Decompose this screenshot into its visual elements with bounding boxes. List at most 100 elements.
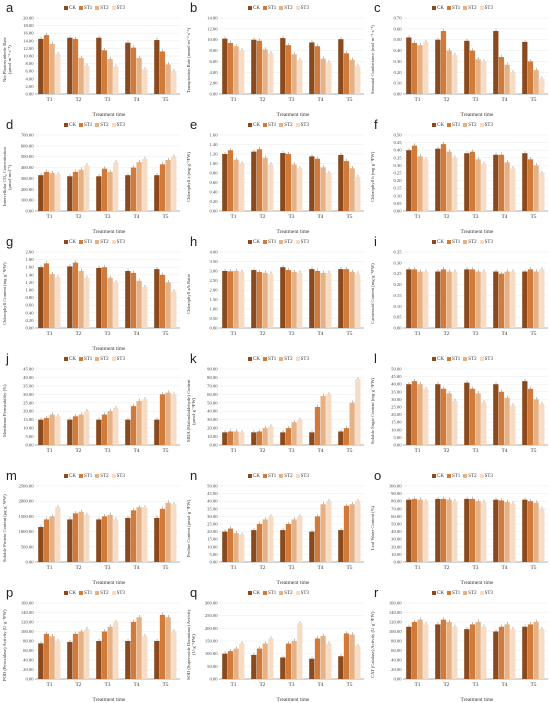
legend-label: ST3 [116,474,125,480]
y-tick-label: 0.00 [25,209,34,214]
y-tick-label: 45.00 [207,491,218,496]
chart-svg: 0.00 0.05 0.10 0.15 0.20 0.25 0.30 0.35 T1 T2 T3 T4… [393,250,548,337]
y-tick-label: 140.00 [389,610,402,615]
x-tick-label: T5 [531,331,537,337]
x-tick-label: T1 [231,214,237,220]
legend-item: ST3 [295,357,309,362]
x-axis-label: Treatment time [460,229,494,235]
x-tick-label: T4 [502,214,508,220]
x-tick-label: T1 [47,448,53,454]
bar [533,271,539,328]
legend-swatch-icon [279,474,284,478]
legend-item: ST3 [479,357,493,362]
y-tick-label: 0.00 [393,92,402,97]
bar [72,416,79,445]
x-tick-label: T4 [502,97,508,103]
y-tick-label: 600.00 [21,143,34,148]
chart-svg: 0.00 10.00 20.00 30.00 40.00 50.00 60.00 70.00 8… [207,367,364,454]
legend-swatch-icon [111,240,116,244]
y-tick-label: 0.80 [209,171,218,176]
bar [338,154,344,211]
bar [136,280,142,328]
legend-item: ST3 [295,474,309,479]
x-axis-label: Treatment time [92,229,126,235]
y-tick-label: 50.00 [391,522,402,527]
legend-swatch-icon [279,123,284,127]
bar [113,622,119,679]
bar [527,388,534,445]
legend-swatch-icon [432,474,436,478]
y-tick-label: 0.00 [209,443,218,448]
bar [78,271,84,328]
legend-swatch-icon [95,474,100,478]
legend-label: ST2 [100,240,109,246]
y-tick-label: 0.70 [393,16,402,21]
y-tick-label: 0.15 [393,293,402,298]
x-tick-label: T2 [76,214,82,220]
legend-item: ST1 [78,123,92,128]
legend-swatch-icon [279,591,284,595]
legend-label: ST3 [484,591,493,597]
bar [154,641,160,679]
y-tick-label: 90.00 [391,491,402,496]
bar [256,149,263,211]
legend-label: CK [253,6,260,12]
x-tick-label: T4 [134,682,140,688]
legend-swatch-icon [262,240,267,244]
bar [222,38,228,94]
legend-item: ST3 [295,240,309,245]
y-tick-label: 0.40 [25,310,34,315]
x-tick-label: T3 [105,565,111,571]
x-tick-label: T4 [318,448,324,454]
x-tick-label: T4 [134,565,140,571]
legend-item: ST3 [479,6,493,11]
bar [475,393,481,445]
y-tick-label: 8.00 [209,48,218,53]
legend-item: CK [64,474,76,479]
bar [291,641,297,679]
bar [527,61,534,94]
bar [239,432,245,445]
legend-label: ST3 [116,240,125,246]
bar [130,272,137,328]
x-tick-label: T4 [318,565,324,571]
legend-swatch-icon [463,123,468,127]
bar [233,271,239,328]
bar [233,159,239,211]
y-tick-label: 10.00 [23,426,34,431]
bar [171,394,177,445]
legend-swatch-icon [295,591,300,595]
y-tick-label: 0.00 [209,560,218,565]
legend-item: CK [64,357,76,362]
legend-label: CK [69,123,76,129]
bar [498,154,505,211]
bar [251,151,257,211]
bar [504,64,510,94]
y-tick-label: 140.00 [21,610,34,615]
legend-label: ST1 [83,6,93,12]
legend-item: ST1 [78,474,92,479]
y-tick-label: 5.00 [393,435,402,440]
bar [522,41,528,94]
legend-item: ST1 [262,6,276,11]
bar [435,624,441,679]
y-tick-label: 0.10 [393,81,402,86]
bar [343,269,350,328]
legend-swatch-icon [95,591,100,595]
y-tick-label: 1.80 [25,257,34,262]
bar [125,42,131,94]
legend: CK ST1 ST2 ST3 [64,240,128,245]
bar [291,164,297,211]
bar [84,514,90,562]
bar [355,273,361,328]
bar [285,428,292,445]
bar [498,273,505,328]
legend-swatch-icon [279,6,284,10]
bar [136,57,142,94]
y-tick-label: 100.00 [389,629,402,634]
bar [498,626,505,679]
chart-panel-f: f CK ST1 ST2 ST3 Chlorophyll b (mg·g⁻¹FW) Trea… [371,117,550,235]
bar [84,629,90,679]
bar [256,648,263,679]
y-tick-label: 4.00 [25,76,34,81]
